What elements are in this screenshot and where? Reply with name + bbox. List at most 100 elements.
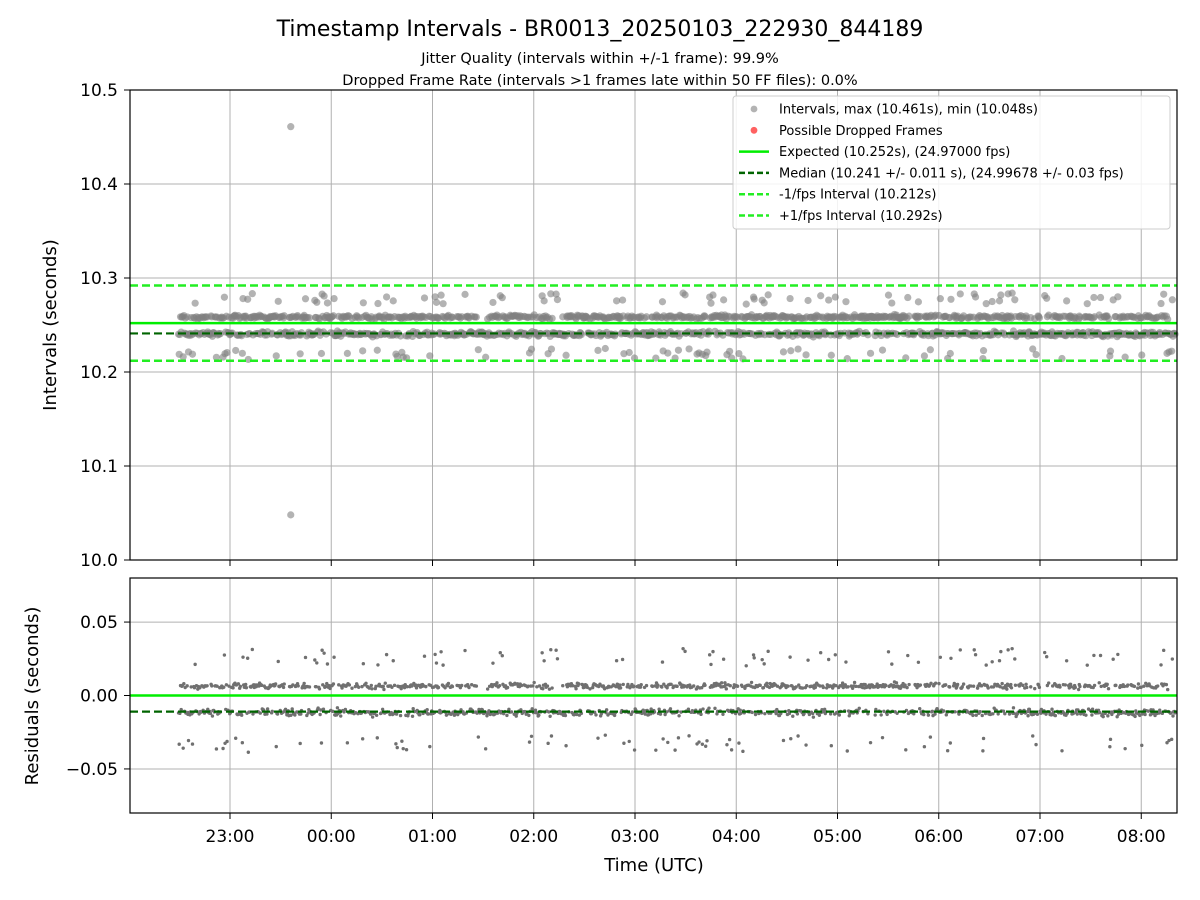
residual-point bbox=[981, 736, 986, 741]
residual-point bbox=[620, 657, 625, 662]
x-tick-label: 23:00 bbox=[206, 827, 255, 847]
interval-point bbox=[709, 291, 717, 299]
residual-point bbox=[766, 649, 770, 654]
residual-point bbox=[321, 707, 326, 711]
interval-point bbox=[1029, 345, 1037, 353]
residual-point bbox=[548, 714, 552, 718]
interval-point bbox=[988, 297, 996, 306]
interval-point bbox=[317, 349, 326, 358]
residual-point bbox=[282, 682, 286, 686]
residual-point bbox=[632, 684, 636, 688]
x-tick-label: 06:00 bbox=[914, 827, 963, 847]
residual-point bbox=[676, 736, 681, 740]
residual-point bbox=[681, 646, 685, 651]
residual-point bbox=[307, 685, 312, 689]
residual-point bbox=[1115, 715, 1119, 719]
residual-point bbox=[1085, 663, 1089, 667]
interval-point bbox=[878, 346, 887, 354]
residual-point bbox=[807, 712, 812, 717]
residual-point bbox=[973, 652, 978, 657]
residual-point bbox=[751, 653, 756, 657]
residual-point bbox=[957, 712, 961, 716]
residual-point bbox=[692, 684, 696, 688]
residual-point bbox=[727, 737, 732, 742]
residual-point bbox=[319, 708, 323, 712]
residual-point bbox=[711, 649, 715, 654]
residual-point bbox=[380, 707, 385, 712]
residual-point bbox=[225, 739, 229, 744]
interval-point bbox=[232, 346, 240, 355]
residual-point bbox=[554, 648, 558, 652]
residual-point bbox=[724, 687, 728, 691]
residual-point bbox=[1138, 713, 1142, 718]
residual-point bbox=[1011, 706, 1016, 710]
residual-point bbox=[729, 748, 734, 752]
residual-point bbox=[879, 713, 883, 717]
residual-point bbox=[290, 707, 294, 711]
residual-point bbox=[612, 713, 617, 718]
residual-point bbox=[829, 743, 834, 748]
residual-point bbox=[394, 712, 399, 716]
residual-point bbox=[243, 682, 248, 687]
residual-point bbox=[744, 664, 748, 668]
residual-point bbox=[564, 744, 568, 748]
residual-point bbox=[683, 649, 687, 654]
residual-point bbox=[668, 707, 673, 711]
residual-point bbox=[1001, 709, 1006, 713]
residual-point bbox=[227, 684, 231, 688]
residual-point bbox=[885, 712, 889, 717]
residual-point bbox=[434, 661, 439, 665]
interval-point bbox=[1035, 314, 1043, 322]
residual-point bbox=[834, 683, 838, 688]
residual-point bbox=[1132, 684, 1137, 689]
interval-point bbox=[888, 299, 896, 307]
residual-point bbox=[244, 685, 249, 690]
residual-point bbox=[895, 711, 899, 715]
residual-point bbox=[347, 683, 352, 687]
residual-point bbox=[922, 712, 926, 717]
residual-point bbox=[949, 656, 953, 660]
residual-point bbox=[945, 749, 950, 753]
residual-point bbox=[390, 685, 394, 689]
interval-point bbox=[613, 297, 621, 305]
interval-point bbox=[179, 353, 187, 361]
interval-point bbox=[760, 299, 768, 307]
interval-point bbox=[658, 298, 667, 306]
residual-point bbox=[705, 739, 709, 743]
residual-point bbox=[958, 648, 962, 652]
residual-point bbox=[728, 683, 732, 688]
interval-point bbox=[1011, 296, 1019, 304]
interval-point bbox=[750, 295, 758, 303]
residual-point bbox=[250, 647, 255, 652]
residual-point bbox=[221, 746, 225, 751]
residual-point bbox=[852, 680, 857, 685]
residual-point bbox=[765, 681, 769, 686]
residual-point bbox=[1025, 685, 1029, 690]
residual-point bbox=[654, 748, 658, 752]
residual-point bbox=[741, 749, 745, 754]
residual-point bbox=[1114, 683, 1118, 688]
interval-point bbox=[498, 294, 506, 302]
interval-point bbox=[274, 297, 282, 305]
residual-point bbox=[193, 662, 197, 667]
residual-point bbox=[1003, 712, 1007, 716]
time-axis: 23:00 00:00 01:00 02:00 03:00 04:00 05:00 06:00… bbox=[206, 827, 1166, 847]
residual-point bbox=[382, 687, 386, 692]
legend-label: Median (10.241 +/- 0.011 s), (24.99678 +… bbox=[779, 166, 1124, 181]
interval-point bbox=[301, 295, 310, 303]
residual-point bbox=[258, 711, 262, 715]
residual-point bbox=[926, 713, 931, 717]
interval-point bbox=[1160, 290, 1168, 298]
residual-point bbox=[339, 714, 343, 718]
residual-point bbox=[547, 710, 551, 714]
residual-point bbox=[549, 647, 553, 652]
residual-point bbox=[1060, 749, 1064, 753]
top-y-tick-label: 10.4 bbox=[80, 175, 118, 195]
residual-point bbox=[467, 685, 471, 690]
residual-point bbox=[922, 745, 927, 749]
residual-point bbox=[930, 709, 935, 714]
residual-point bbox=[241, 655, 245, 659]
residual-point bbox=[1010, 646, 1014, 651]
residual-point bbox=[738, 708, 742, 712]
residual-point bbox=[682, 684, 687, 688]
